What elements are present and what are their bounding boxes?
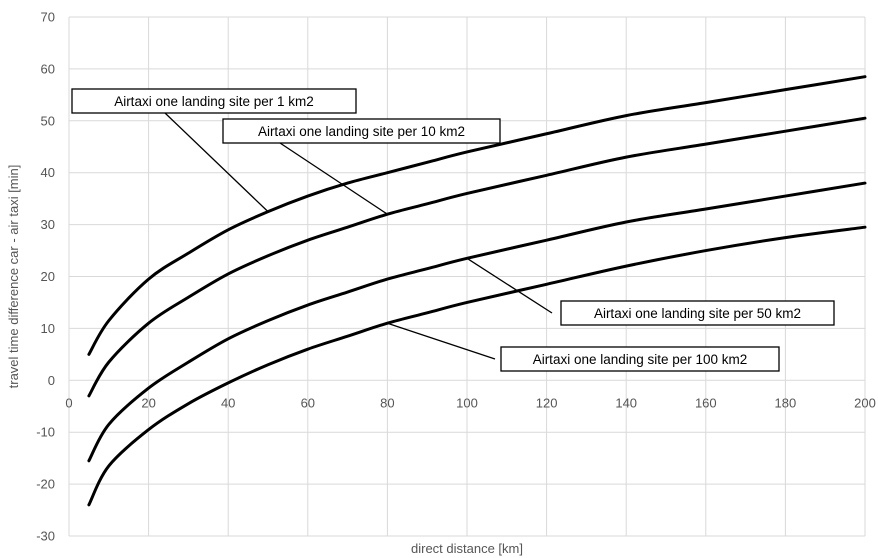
y-tick-label: 10: [41, 321, 55, 336]
x-axis-title: direct distance [km]: [411, 541, 523, 556]
legend-leader-line: [387, 322, 496, 360]
legend-leader-line: [164, 112, 269, 213]
series-lines: [87, 75, 867, 507]
x-tick-label: 20: [141, 395, 155, 410]
legend-box: [500, 346, 780, 372]
y-tick-label: -10: [36, 425, 55, 440]
series-line-3: [87, 181, 867, 463]
y-tick-label: 0: [48, 373, 55, 388]
series-line-1: [87, 75, 867, 356]
legend-leader-line: [279, 142, 388, 215]
x-tick-label: 0: [65, 395, 72, 410]
x-tick-label: 180: [775, 395, 797, 410]
legend-box: [560, 300, 835, 326]
x-tick-label: 140: [615, 395, 637, 410]
y-tick-label: -20: [36, 477, 55, 492]
legend-label: Airtaxi one landing site per 10 km2: [258, 124, 465, 139]
y-tick-label: 30: [41, 217, 55, 232]
y-tick-label: -30: [36, 529, 55, 544]
legend-label: Airtaxi one landing site per 1 km2: [114, 94, 314, 109]
series-line-2: [87, 116, 867, 398]
y-tick-label: 20: [41, 269, 55, 284]
y-tick-label: 50: [41, 113, 55, 128]
legend-label: Airtaxi one landing site per 50 km2: [594, 306, 801, 321]
series-line-4: [87, 225, 867, 507]
legend-box: [222, 118, 501, 144]
x-tick-label: 120: [536, 395, 558, 410]
legend-box: [71, 88, 357, 114]
y-tick-label: 60: [41, 61, 55, 76]
legend-callouts: Airtaxi one landing site per 1 km2 Airtax…: [71, 88, 835, 372]
y-tick-label: 70: [41, 10, 55, 25]
x-tick-label: 160: [695, 395, 717, 410]
y-axis-title: travel time difference car - air taxi [m…: [6, 165, 21, 389]
tick-labels: -30 -20 -10 0 10 20 30 40 50 60 70 0 20 40 60 80 100 120 1…: [36, 10, 876, 544]
x-tick-label: 40: [221, 395, 235, 410]
x-tick-label: 200: [854, 395, 876, 410]
legend-label: Airtaxi one landing site per 100 km2: [533, 352, 748, 367]
y-tick-label: 40: [41, 165, 55, 180]
grid-layer: [68, 16, 866, 537]
legend-leader-line: [466, 257, 553, 314]
x-tick-label: 100: [456, 395, 478, 410]
x-tick-label: 60: [301, 395, 315, 410]
x-tick-label: 80: [380, 395, 394, 410]
